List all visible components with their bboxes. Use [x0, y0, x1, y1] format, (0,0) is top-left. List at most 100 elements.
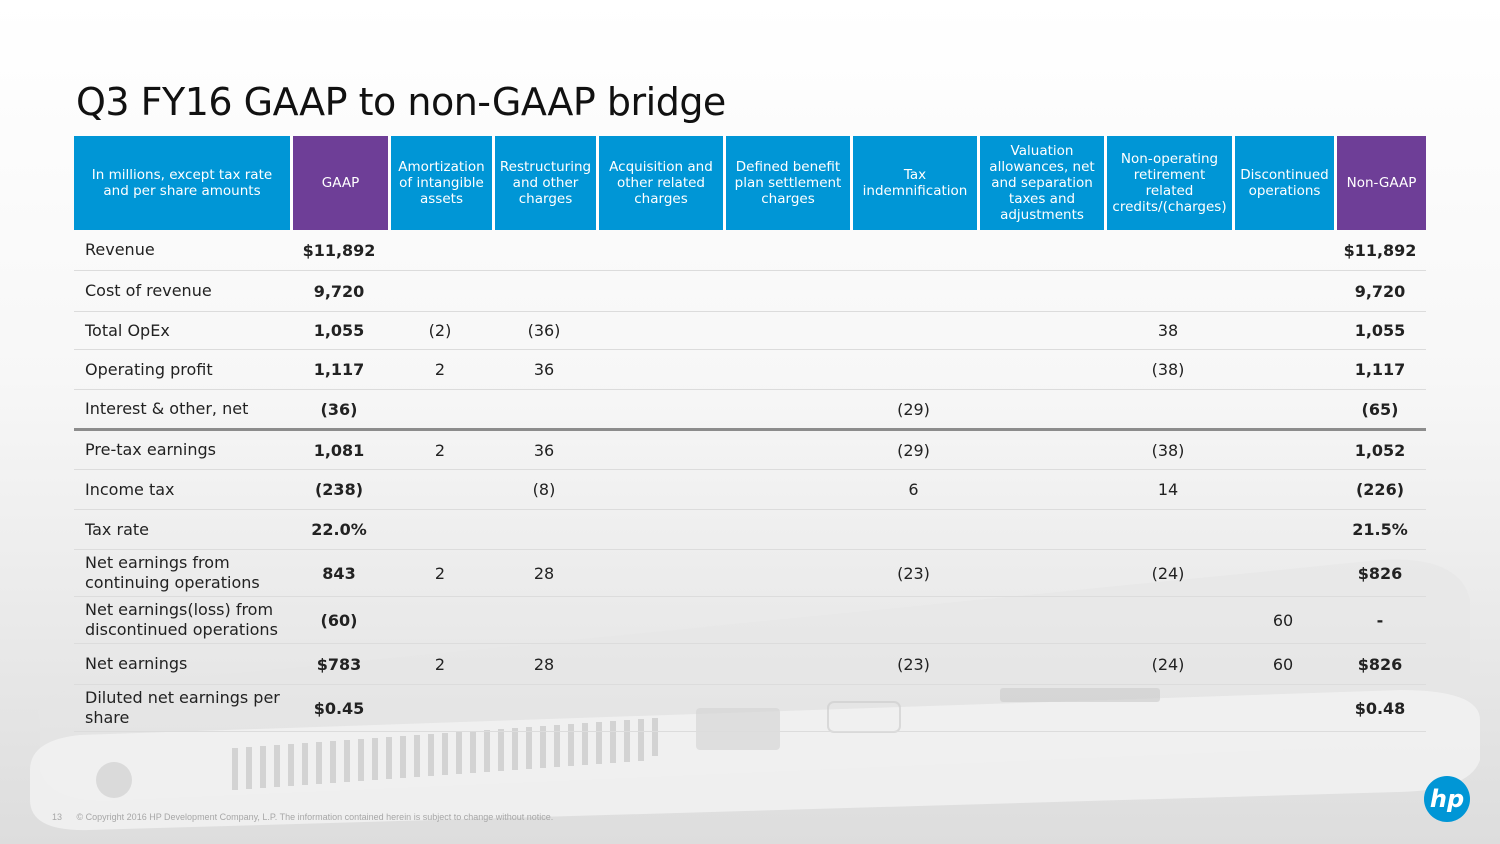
- table-cell: [1104, 597, 1232, 644]
- table-cell: $826: [1334, 550, 1426, 597]
- row-label: Pre-tax earnings: [74, 431, 290, 470]
- table-cell: [1232, 350, 1334, 390]
- table-row: Total OpEx 1,055 (2) (36) 38 1,055: [74, 312, 1426, 350]
- header-amortization: Amortization of intangible assets: [388, 136, 492, 230]
- table-cell: (65): [1334, 390, 1426, 431]
- table-cell: 2: [388, 550, 492, 597]
- hp-logo-text: hp: [1430, 785, 1464, 813]
- table-cell: (24): [1104, 644, 1232, 685]
- table-cell: [977, 510, 1104, 550]
- table-row: Pre-tax earnings 1,081 2 36 (29) (38) 1,052: [74, 431, 1426, 470]
- table-cell: [977, 230, 1104, 271]
- table-cell: [723, 550, 850, 597]
- table-cell: [723, 431, 850, 470]
- row-label: Total OpEx: [74, 312, 290, 350]
- row-label: Tax rate: [74, 510, 290, 550]
- table-cell: [596, 685, 723, 732]
- table-cell: [492, 510, 596, 550]
- table-cell: 2: [388, 431, 492, 470]
- table-cell: 2: [388, 644, 492, 685]
- table-cell: [977, 271, 1104, 312]
- table-cell: [723, 271, 850, 312]
- table-row: Cost of revenue 9,720 9,720: [74, 271, 1426, 312]
- header-non-gaap: Non-GAAP: [1334, 136, 1426, 230]
- table-cell: [723, 470, 850, 510]
- table-cell: [1104, 510, 1232, 550]
- table-cell: $826: [1334, 644, 1426, 685]
- table-cell: [596, 312, 723, 350]
- table-cell: [850, 230, 977, 271]
- table-cell: (226): [1334, 470, 1426, 510]
- table-cell: [1232, 312, 1334, 350]
- table-cell: [492, 271, 596, 312]
- table-cell: [723, 510, 850, 550]
- header-restructuring: Restructuring and other charges: [492, 136, 596, 230]
- header-gaap: GAAP: [290, 136, 388, 230]
- table-row: Net earnings(loss) from discontinued ope…: [74, 597, 1426, 644]
- table-cell: [596, 470, 723, 510]
- table-cell: -: [1334, 597, 1426, 644]
- row-label: Cost of revenue: [74, 271, 290, 312]
- row-label: Revenue: [74, 230, 290, 271]
- table-cell: [388, 230, 492, 271]
- header-description: In millions, except tax rate and per sha…: [74, 136, 290, 230]
- table-cell: 38: [1104, 312, 1232, 350]
- table-cell: [1104, 390, 1232, 431]
- header-defined-benefit: Defined benefit plan settlement charges: [723, 136, 850, 230]
- table-cell: (29): [850, 390, 977, 431]
- table-cell: [596, 510, 723, 550]
- row-label: Interest & other, net: [74, 390, 290, 431]
- table-cell: 60: [1232, 644, 1334, 685]
- table-cell: [977, 470, 1104, 510]
- table-cell: [977, 312, 1104, 350]
- table-cell: [492, 230, 596, 271]
- table-cell: 14: [1104, 470, 1232, 510]
- table-cell: [1104, 230, 1232, 271]
- table-cell: [850, 271, 977, 312]
- header-tax-indemnification: Tax indemnification: [850, 136, 977, 230]
- table-cell: [977, 390, 1104, 431]
- table-cell: [388, 685, 492, 732]
- table-row: Operating profit 1,117 2 36 (38) 1,117: [74, 350, 1426, 390]
- table-cell: 843: [290, 550, 388, 597]
- table-cell: 1,055: [290, 312, 388, 350]
- table-cell: (24): [1104, 550, 1232, 597]
- hp-logo: hp: [1424, 776, 1470, 822]
- gaap-bridge-table: In millions, except tax rate and per sha…: [74, 136, 1426, 732]
- table-row: Tax rate 22.0% 21.5%: [74, 510, 1426, 550]
- copyright-notice: © Copyright 2016 HP Development Company,…: [76, 812, 554, 822]
- table-cell: [850, 312, 977, 350]
- table-cell: [977, 350, 1104, 390]
- table-row: Net earnings from continuing operations 8…: [74, 550, 1426, 597]
- table-cell: 21.5%: [1334, 510, 1426, 550]
- table-cell: (23): [850, 550, 977, 597]
- row-label: Income tax: [74, 470, 290, 510]
- table-cell: [596, 390, 723, 431]
- table-row: Interest & other, net (36) (29) (65): [74, 390, 1426, 431]
- table-cell: [977, 597, 1104, 644]
- table-cell: (36): [492, 312, 596, 350]
- table-cell: [1104, 685, 1232, 732]
- table-cell: [977, 685, 1104, 732]
- table-cell: [388, 271, 492, 312]
- table-cell: [596, 597, 723, 644]
- table-cell: $11,892: [1334, 230, 1426, 271]
- table-cell: 36: [492, 350, 596, 390]
- table-cell: (238): [290, 470, 388, 510]
- table-cell: [1232, 230, 1334, 271]
- table-cell: (60): [290, 597, 388, 644]
- table-cell: 1,055: [1334, 312, 1426, 350]
- table-cell: 6: [850, 470, 977, 510]
- table-cell: [596, 550, 723, 597]
- table-cell: [723, 230, 850, 271]
- table-cell: 9,720: [290, 271, 388, 312]
- header-valuation-allowances: Valuation allowances, net and separation…: [977, 136, 1104, 230]
- table-row: Revenue $11,892 $11,892: [74, 230, 1426, 271]
- table-cell: 28: [492, 644, 596, 685]
- table-cell: [850, 597, 977, 644]
- table-cell: [492, 597, 596, 644]
- table-cell: 1,117: [290, 350, 388, 390]
- table-cell: [596, 431, 723, 470]
- table-cell: [1232, 271, 1334, 312]
- table-cell: [850, 510, 977, 550]
